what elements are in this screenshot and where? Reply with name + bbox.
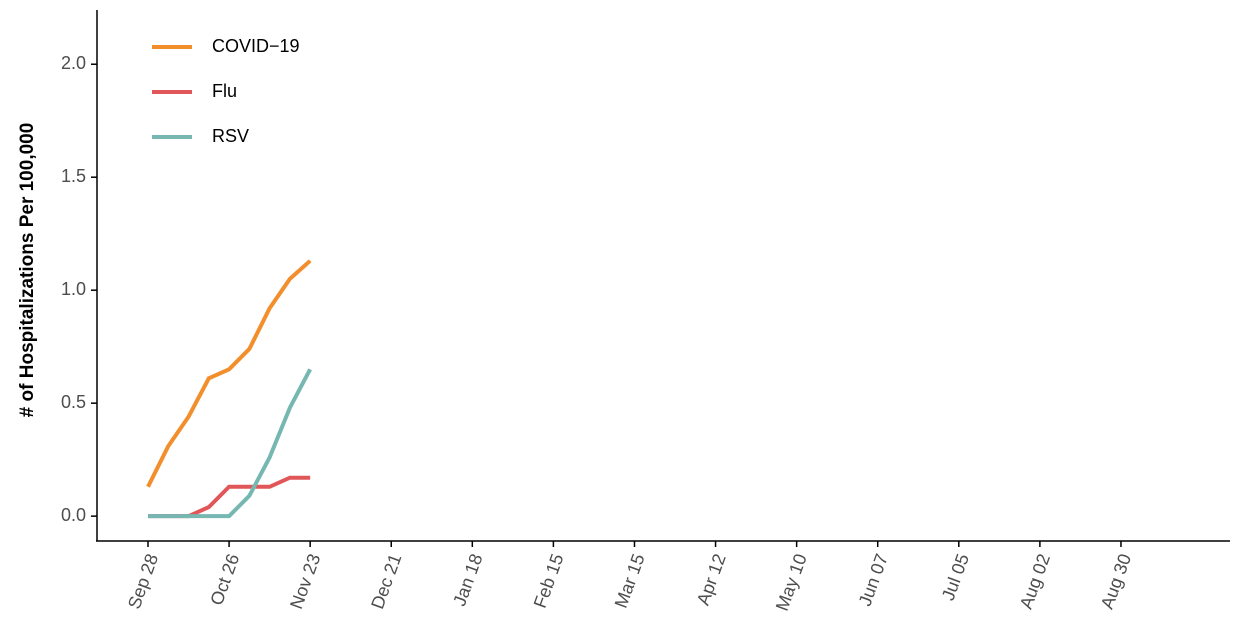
series-line xyxy=(146,259,312,488)
x-tick-label: Apr 12 xyxy=(693,551,730,608)
y-tick-label: 1.5 xyxy=(61,166,86,186)
y-tick-label: 0.5 xyxy=(61,392,86,412)
y-tick-label: 1.0 xyxy=(61,279,86,299)
x-tick-label: May 10 xyxy=(772,551,811,613)
series-line xyxy=(148,475,311,519)
legend-label: Flu xyxy=(212,81,237,101)
x-tick-label: Aug 02 xyxy=(1016,551,1054,611)
x-tick-label: Oct 26 xyxy=(206,551,243,608)
legend-label: RSV xyxy=(212,126,249,146)
x-tick-label: Dec 21 xyxy=(367,551,405,611)
x-tick-label: Mar 15 xyxy=(611,551,649,610)
x-tick-label: Feb 15 xyxy=(530,551,568,611)
y-tick-label: 2.0 xyxy=(61,53,86,73)
y-axis-label: # of Hospitalizations Per 100,000 xyxy=(17,123,38,418)
x-tick-label: Jan 18 xyxy=(449,551,486,609)
legend-label: COVID−19 xyxy=(212,36,300,56)
x-tick-label: Nov 23 xyxy=(286,551,324,611)
x-tick-label: Jun 07 xyxy=(855,551,892,609)
series-line xyxy=(148,368,312,519)
x-tick-label: Aug 30 xyxy=(1097,551,1135,611)
x-tick-label: Jul 05 xyxy=(938,551,973,603)
y-tick-label: 0.0 xyxy=(61,505,86,525)
x-tick-label: Sep 28 xyxy=(124,551,162,611)
